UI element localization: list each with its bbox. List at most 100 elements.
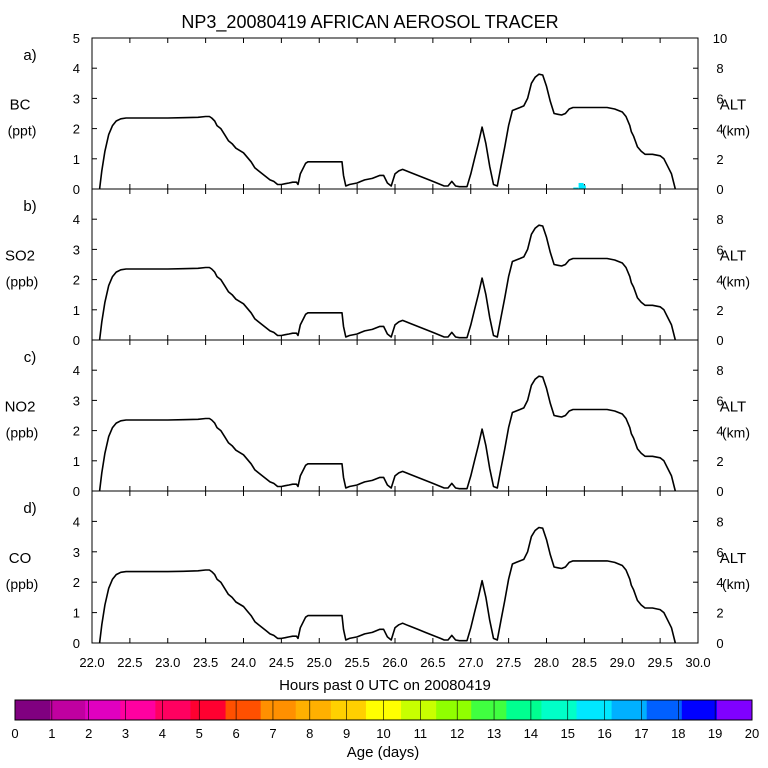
right-tick-label: 8 — [716, 61, 723, 76]
right-tick-label: 2 — [716, 606, 723, 621]
left-tick-label: 1 — [73, 454, 80, 469]
colorbar-tick-label: 9 — [343, 726, 350, 741]
left-tick-label: 2 — [73, 273, 80, 288]
colorbar-swatch — [681, 700, 718, 720]
right-tick-label: 4 — [716, 575, 723, 590]
altitude-line — [98, 224, 677, 341]
colorbar-tick-label: 6 — [232, 726, 239, 741]
colorbar-swatch — [260, 700, 297, 720]
panel-frame — [91, 188, 699, 341]
panel-frame — [91, 490, 699, 644]
colorbar-tick-label: 12 — [450, 726, 464, 741]
colorbar-tick-label: 10 — [376, 726, 390, 741]
colorbar-tick-label: 13 — [487, 726, 501, 741]
x-tick-label: 28.5 — [572, 655, 597, 670]
colorbar-tick-label: 19 — [708, 726, 722, 741]
left-tick-label: 0 — [73, 636, 80, 651]
colorbar-tick-label: 1 — [48, 726, 55, 741]
tracer-marker — [573, 187, 579, 190]
right-tick-label: 2 — [716, 303, 723, 318]
left-tick-label: 1 — [73, 606, 80, 621]
left-tick-label: 0 — [73, 182, 80, 197]
right-tick-label: 0 — [716, 484, 723, 499]
x-tick-label: 26.0 — [382, 655, 407, 670]
left-tick-label: 1 — [73, 152, 80, 167]
x-tick-label: 25.0 — [307, 655, 332, 670]
right-tick-label: 4 — [716, 273, 723, 288]
right-tick-label: 10 — [713, 31, 727, 46]
species-label: SO2 — [5, 248, 35, 265]
right-tick-label: 6 — [716, 242, 723, 257]
altitude-label: ALT — [720, 399, 746, 416]
species-label: BC — [10, 97, 31, 114]
altitude-label: ALT — [720, 550, 746, 567]
right-tick-label: 6 — [716, 393, 723, 408]
x-tick-label: 27.5 — [496, 655, 521, 670]
x-tick-labels: 22.0 22.5 23.0 23.5 24.0 24.5 25.0 25.5 26.0 26.5… — [79, 655, 710, 670]
panel-co: 0 1 2 3 4 0 2 4 6 8 d) CO (ppb) ALT (km) — [6, 490, 750, 651]
panel-no2: 0 1 2 3 4 0 2 4 6 8 c) NO2 (ppb) ALT (km) — [5, 339, 750, 499]
colorbar-swatch — [471, 700, 507, 720]
age-colorbar: 0 1 2 3 4 5 6 7 8 9 10 11 12 13 14 15 16 17 18 19 20 — [11, 699, 759, 741]
panel-letter: b) — [23, 198, 36, 215]
colorbar-tick-label: 7 — [269, 726, 276, 741]
colorbar-tick-label: 11 — [414, 726, 428, 741]
colorbar-tick-label: 17 — [634, 726, 648, 741]
left-tick-label: 3 — [73, 545, 80, 560]
right-tick-label: 6 — [716, 91, 723, 106]
right-tick-label: 6 — [716, 545, 723, 560]
panel-so2: 0 1 2 3 4 0 2 4 6 8 b) SO2 (ppb) ALT (km) — [5, 188, 750, 348]
colorbar-tick-label: 8 — [306, 726, 313, 741]
colorbar-tick-label: 20 — [745, 726, 759, 741]
left-tick-label: 4 — [73, 212, 80, 227]
species-label: CO — [9, 550, 32, 567]
panel-frame — [91, 37, 699, 190]
right-tick-label: 2 — [716, 152, 723, 167]
left-tick-label: 2 — [73, 424, 80, 439]
panel-frame — [91, 339, 699, 492]
x-tick-label: 28.0 — [534, 655, 559, 670]
colorbar-tick-label: 18 — [671, 726, 685, 741]
species-label: NO2 — [5, 399, 36, 416]
altitude-label: ALT — [720, 248, 746, 265]
x-tick-label: 24.5 — [269, 655, 294, 670]
x-axis-label: Hours past 0 UTC on 20080419 — [279, 677, 491, 694]
altitude-unit: (km) — [722, 425, 750, 441]
altitude-label: ALT — [720, 97, 746, 114]
altitude-line — [98, 73, 677, 190]
left-tick-label: 5 — [73, 31, 80, 46]
colorbar-tick-label: 0 — [11, 726, 18, 741]
right-tick-label: 0 — [716, 333, 723, 348]
x-tick-label: 25.5 — [344, 655, 369, 670]
colorbar-tick-label: 15 — [561, 726, 575, 741]
x-tick-label: 22.5 — [117, 655, 142, 670]
colorbar-swatch — [50, 700, 86, 720]
x-tick-label: 26.5 — [420, 655, 445, 670]
colorbar-swatch — [330, 700, 367, 720]
right-tick-label: 4 — [716, 122, 723, 137]
altitude-line — [98, 526, 677, 644]
panel-letter: d) — [23, 500, 36, 517]
left-tick-label: 4 — [73, 363, 80, 378]
right-tick-label: 0 — [716, 636, 723, 651]
left-tick-label: 3 — [73, 242, 80, 257]
right-tick-label: 8 — [716, 514, 723, 529]
right-tick-label: 8 — [716, 212, 723, 227]
colorbar-swatch — [611, 700, 648, 720]
colorbar-swatch — [190, 700, 227, 720]
colorbar-swatch — [120, 700, 156, 720]
colorbar-tick-label: 16 — [597, 726, 611, 741]
colorbar-swatch — [436, 700, 472, 720]
x-tick-label: 29.5 — [647, 655, 672, 670]
colorbar-swatch — [716, 700, 753, 720]
panel-letter: c) — [24, 349, 37, 366]
panels-group: 0123450246810a)BC(ppt)ALT(km)0123402468b… — [5, 31, 750, 651]
species-unit: (ppb) — [6, 425, 39, 441]
colorbar-tick-label: 4 — [159, 726, 166, 741]
altitude-unit: (km) — [722, 576, 750, 592]
colorbar-swatch — [576, 700, 613, 720]
colorbar-swatch — [225, 700, 262, 720]
colorbar-swatch — [541, 700, 578, 720]
left-tick-label: 0 — [73, 484, 80, 499]
